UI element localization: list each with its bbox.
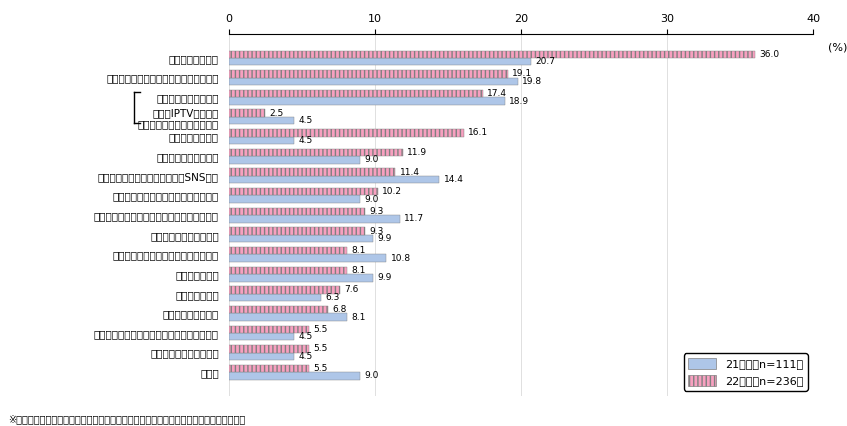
Bar — [229, 168, 396, 176]
Text: 20.7: 20.7 — [535, 57, 556, 66]
Bar — [229, 353, 295, 360]
Bar — [229, 372, 360, 380]
Bar — [229, 207, 364, 215]
Text: 6.8: 6.8 — [332, 305, 346, 314]
Bar — [229, 333, 295, 340]
Text: 11.7: 11.7 — [404, 214, 424, 223]
Text: 2.5: 2.5 — [269, 109, 284, 118]
Text: 6.3: 6.3 — [325, 293, 340, 302]
Bar — [229, 365, 309, 372]
Bar — [229, 267, 347, 274]
Bar — [229, 314, 347, 321]
Bar — [229, 196, 360, 203]
Text: 19.8: 19.8 — [523, 77, 542, 86]
Text: 5.5: 5.5 — [313, 325, 328, 334]
Bar — [229, 235, 374, 242]
Text: 10.2: 10.2 — [382, 187, 402, 196]
Bar — [229, 117, 295, 124]
Text: 7.6: 7.6 — [344, 285, 358, 294]
Text: 10.8: 10.8 — [390, 253, 411, 263]
Bar — [229, 215, 400, 223]
Bar — [229, 247, 347, 254]
Bar — [229, 137, 295, 144]
Bar — [229, 345, 309, 353]
Bar — [229, 156, 360, 164]
Bar — [229, 97, 505, 105]
Text: 9.0: 9.0 — [364, 371, 379, 380]
Bar — [229, 294, 321, 301]
Text: 14.4: 14.4 — [444, 175, 463, 184]
Bar — [229, 129, 464, 137]
Text: 9.3: 9.3 — [369, 227, 384, 236]
Text: 8.1: 8.1 — [352, 246, 366, 255]
Text: ※　回答に今後新たに展開したいと考えている事業があった企業数で除した数値である。: ※ 回答に今後新たに展開したいと考えている事業があった企業数で除した数値である。 — [8, 414, 246, 424]
Bar — [229, 188, 378, 196]
Text: (%): (%) — [828, 42, 847, 52]
Text: 36.0: 36.0 — [759, 50, 779, 59]
Text: 9.3: 9.3 — [369, 207, 384, 216]
Bar — [229, 90, 483, 97]
Bar — [229, 254, 386, 262]
Bar — [229, 325, 309, 333]
Text: 4.5: 4.5 — [299, 136, 313, 145]
Bar — [229, 109, 265, 117]
Text: 9.9: 9.9 — [378, 273, 392, 282]
Text: 17.4: 17.4 — [487, 89, 507, 98]
Text: 9.0: 9.0 — [364, 195, 379, 204]
Text: 8.1: 8.1 — [352, 266, 366, 275]
Text: 18.9: 18.9 — [509, 97, 529, 106]
Text: 9.0: 9.0 — [364, 155, 379, 164]
Bar — [229, 58, 531, 66]
Text: 5.5: 5.5 — [313, 344, 328, 354]
Text: 19.1: 19.1 — [512, 69, 532, 78]
Text: 4.5: 4.5 — [299, 352, 313, 361]
Text: 16.1: 16.1 — [468, 128, 489, 137]
Bar — [229, 176, 439, 183]
Bar — [229, 70, 507, 78]
Bar — [229, 274, 374, 282]
Bar — [229, 306, 328, 314]
Text: 9.9: 9.9 — [378, 234, 392, 243]
Bar — [229, 149, 402, 156]
Text: 11.9: 11.9 — [407, 148, 427, 157]
Text: 8.1: 8.1 — [352, 313, 366, 322]
Text: 4.5: 4.5 — [299, 116, 313, 125]
Text: 11.4: 11.4 — [400, 167, 419, 177]
Bar — [229, 78, 518, 85]
Legend: 21年度（n=111）, 22年度（n=236）: 21年度（n=111）, 22年度（n=236） — [684, 353, 807, 391]
Bar — [229, 227, 364, 235]
Text: 5.5: 5.5 — [313, 364, 328, 373]
Bar — [229, 286, 340, 294]
Bar — [229, 51, 755, 58]
Text: 4.5: 4.5 — [299, 332, 313, 341]
